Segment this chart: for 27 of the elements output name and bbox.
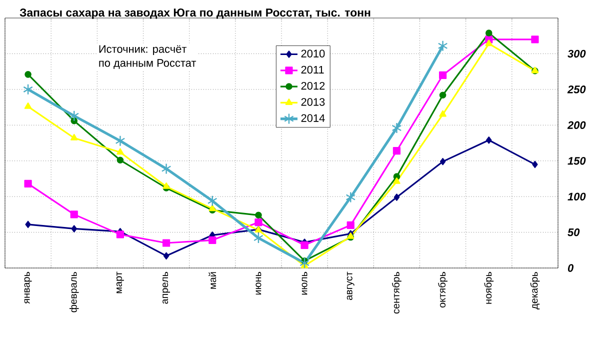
x-tick-label: сентябрь (392, 272, 402, 314)
legend-label: 2012 (301, 82, 325, 90)
y-tick-label: 0 (568, 264, 574, 272)
x-tick-label: август (346, 272, 354, 300)
y-tick-label: 150 (568, 156, 586, 165)
x-tick-label: февраль (69, 272, 79, 312)
legend-label: 2014 (301, 114, 325, 122)
x-tick-label: июнь (256, 272, 262, 295)
chart-title: Запасы сахара на заводах Юга по данным Росстат, тыс. тонн (20, 8, 370, 19)
y-tick-label: 300 (568, 50, 586, 58)
x-tick-label: январь (24, 272, 32, 304)
x-tick-label: март (116, 272, 124, 294)
legend-label: 2011 (301, 66, 324, 74)
legend-label: 2013 (301, 98, 325, 106)
legend-label: 2010 (301, 50, 325, 58)
annotation: Источник: расчёт (99, 45, 187, 56)
x-tick-label: май (208, 272, 216, 289)
x-tick-label: апрель (162, 272, 170, 304)
y-tick-label: 50 (568, 228, 580, 236)
y-tick-label: 100 (568, 192, 586, 200)
x-tick-label: ноябрь (484, 272, 494, 304)
x-tick-label: декабрь (530, 272, 540, 310)
x-tick-label: октябрь (438, 272, 448, 308)
y-tick-label: 200 (567, 121, 586, 130)
x-tick-label: июль (302, 272, 308, 295)
y-tick-label: 250 (567, 86, 586, 94)
annotation: по данным Росстат (99, 59, 196, 69)
